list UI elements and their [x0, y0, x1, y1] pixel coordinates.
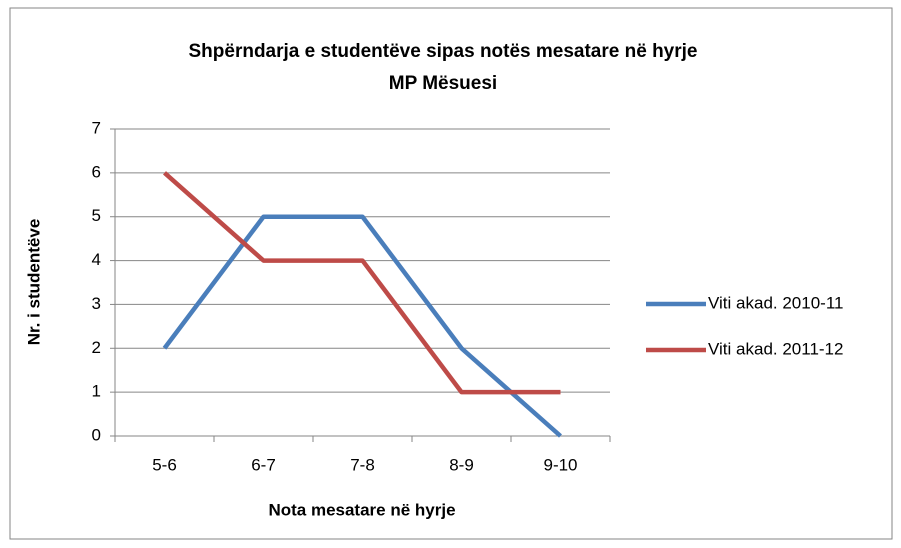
y-tick-label: 2	[92, 338, 101, 357]
y-tick-label: 7	[92, 118, 101, 137]
y-tick-label: 0	[92, 425, 101, 444]
y-tick-label: 3	[92, 294, 101, 313]
y-axis-label: Nr. i studentëve	[24, 219, 43, 346]
x-tick-label: 7-8	[350, 455, 375, 474]
x-axis-label: Nota mesatare në hyrje	[268, 500, 455, 519]
legend-label: Viti akad. 2011-12	[708, 339, 843, 358]
y-tick-label: 5	[92, 206, 101, 225]
x-tick-label: 9-10	[543, 455, 577, 474]
chart-subtitle: MP Mësuesi	[389, 73, 497, 94]
chart-title: Shpërndarja e studentëve sipas notës mes…	[189, 41, 698, 62]
legend-label: Viti akad. 2010-11	[708, 293, 843, 312]
x-tick-label: 5-6	[152, 455, 177, 474]
y-tick-label: 4	[92, 250, 101, 269]
series-line	[163, 171, 561, 395]
y-tick-label: 6	[92, 162, 101, 181]
series-line	[162, 214, 562, 438]
x-tick-label: 6-7	[251, 455, 276, 474]
y-tick-label: 1	[92, 382, 101, 401]
x-tick-label: 8-9	[449, 455, 474, 474]
chart-border	[9, 7, 893, 540]
